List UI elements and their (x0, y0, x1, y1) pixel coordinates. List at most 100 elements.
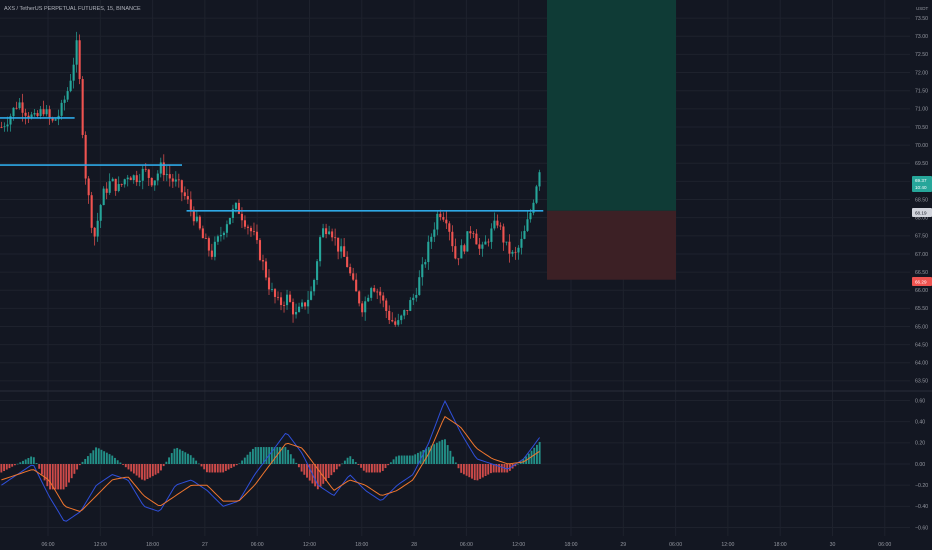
candle-body (258, 240, 262, 261)
macd-histogram-bar (149, 464, 152, 478)
macd-histogram-bar (203, 464, 206, 470)
candle-body (36, 113, 39, 116)
candle-body (39, 109, 42, 116)
macd-histogram-bar (462, 464, 465, 475)
candle-body (123, 179, 126, 185)
candle-body (436, 213, 439, 230)
macd-histogram-bar (354, 461, 357, 464)
candle-body (397, 320, 400, 325)
macd-histogram-bar (389, 462, 392, 464)
macd-histogram-bar (438, 441, 441, 464)
candle-body (307, 299, 310, 307)
macd-histogram-bar (468, 464, 471, 478)
candle-body (54, 119, 57, 121)
macd-histogram-bar (124, 464, 127, 468)
target-zone (547, 0, 676, 211)
macd-histogram-bar (78, 464, 81, 466)
macd-histogram-bar (319, 464, 322, 487)
price-axis[interactable]: 73.50 73.00 72.50 72.00 71.50 71.00 70.50 70.00… (915, 16, 928, 385)
macd-histogram-bar (100, 449, 103, 464)
candle-body (385, 300, 388, 311)
macd-histogram-bar (84, 458, 87, 464)
candle-body (264, 261, 268, 278)
candle-body (400, 315, 403, 321)
candle-body (388, 310, 391, 321)
candle-body (403, 310, 406, 316)
candle-body (379, 291, 382, 296)
macd-histogram-bar (114, 457, 116, 464)
candle-body (346, 256, 349, 268)
price-tick-label: 65.00 (915, 324, 928, 330)
macd-histogram-bar (325, 464, 327, 481)
candle-body (382, 295, 385, 301)
time-tick-label: 06:00 (878, 542, 891, 548)
time-axis[interactable]: 06:00 12:00 18:00 27 06:00 12:00 18:00 28 06:00 1… (42, 542, 892, 548)
candle-body (6, 124, 9, 127)
macd-histogram-bar (457, 464, 460, 469)
candle-body (313, 280, 316, 292)
candle-body (361, 303, 364, 313)
candle-body (27, 115, 30, 118)
macd-histogram-bar (251, 448, 254, 464)
candle-body (288, 294, 292, 302)
candle-body (198, 216, 201, 229)
candle-body (249, 227, 253, 232)
candle-body (520, 238, 523, 248)
macd-histogram-bar (379, 464, 381, 473)
candle-body (457, 258, 460, 260)
candle-body (66, 91, 69, 100)
candle-body (463, 245, 466, 252)
candle-body (96, 220, 99, 237)
macd-tick-label: 0.20 (915, 441, 925, 447)
long-position-tool[interactable] (547, 0, 676, 280)
horizontal-levels[interactable] (0, 117, 544, 212)
candle-body (24, 112, 27, 116)
macd-histogram-bar (32, 457, 35, 464)
time-tick-label: 28 (411, 542, 417, 548)
candle-body (355, 279, 358, 292)
macd-histogram-bar (408, 455, 411, 464)
price-tick-label: 67.00 (915, 252, 928, 258)
macd-histogram-bar (300, 464, 303, 472)
macd-histogram-bar (132, 464, 135, 474)
candle-body (490, 228, 493, 242)
candle-body (243, 220, 247, 227)
candle-body (523, 230, 526, 239)
macd-histogram-bar (349, 456, 352, 464)
candle-body (448, 223, 451, 232)
candle-body (228, 217, 231, 225)
macd-histogram-bar (13, 464, 16, 466)
candle-body (138, 180, 141, 183)
macd-histogram-bar (535, 444, 538, 464)
macd-histogram-bar (352, 459, 354, 464)
candle-body (231, 208, 234, 218)
candle-body (222, 232, 225, 236)
price-tick-label: 70.50 (915, 125, 928, 131)
price-tick-label: 71.00 (915, 107, 928, 113)
macd-histogram-bar (422, 449, 425, 464)
price-tick-label: 73.00 (915, 34, 928, 40)
macd-histogram-bar (400, 455, 403, 464)
macd-histogram-bar (211, 464, 214, 473)
candle-body (84, 134, 87, 179)
macd-histogram-bar (105, 452, 108, 464)
time-tick-label: 06:00 (669, 542, 682, 548)
candle-body (3, 126, 6, 128)
candle-body (30, 114, 33, 118)
candle-body (276, 296, 280, 298)
macd-histogram-bar (92, 450, 95, 464)
price-tick-label: 70.00 (915, 143, 928, 149)
macd-axis[interactable]: 0.60 0.40 0.20 0.00 −0.20 −0.40 −0.60 (915, 398, 928, 531)
candle-body (430, 236, 433, 242)
macd-histogram-bar (233, 464, 235, 467)
price-tick-label: 73.50 (915, 16, 928, 22)
candle-body (213, 241, 216, 257)
macd-histogram-bar (454, 462, 457, 464)
time-tick-label: 06:00 (460, 542, 473, 548)
stop-zone (547, 210, 676, 280)
macd-histogram-bar (170, 453, 173, 464)
candle-body (294, 311, 298, 315)
candle-body (427, 241, 430, 263)
macd-histogram-bar (327, 464, 330, 479)
